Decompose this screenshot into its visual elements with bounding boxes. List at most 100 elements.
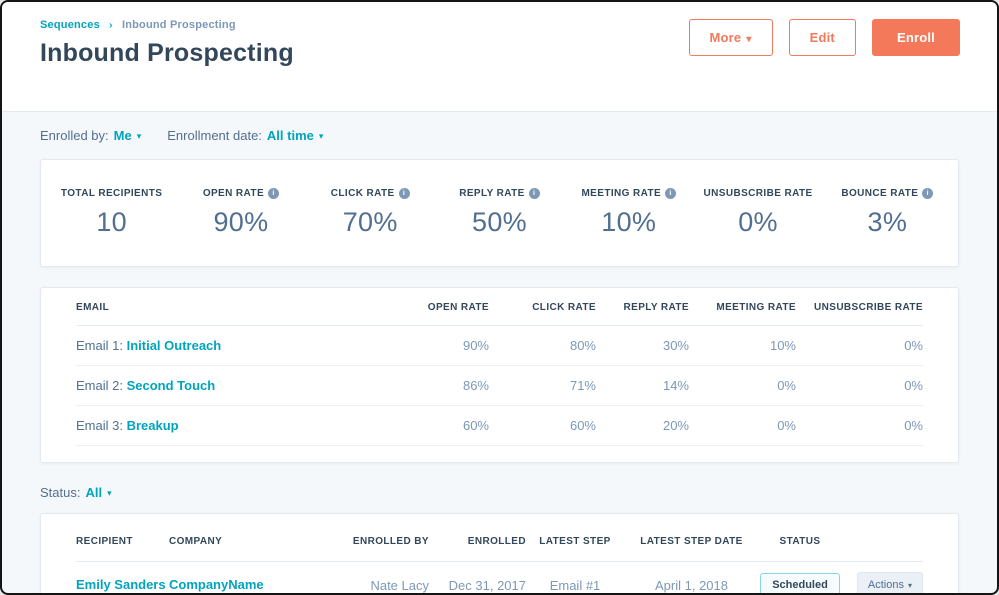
open-rate-cell: 86%: [462, 378, 489, 393]
column-header-meeting-rate: MEETING RATE: [716, 302, 796, 313]
reply-rate-cell: 14%: [662, 378, 689, 393]
email-cell: Email 1: Initial Outreach: [76, 338, 222, 353]
email-table-header-row: EMAIL OPEN RATE CLICK RATE REPLY RATE ME…: [76, 290, 923, 326]
status-filter[interactable]: Status: All ▾: [40, 485, 112, 500]
page-content: Enrolled by: Me ▾ Enrollment date: All t…: [2, 128, 997, 593]
column-header-open-rate: OPEN RATE: [427, 302, 489, 313]
recipient-cell: Emily Sanders: [76, 576, 169, 593]
chevron-down-icon: ▾: [136, 130, 142, 141]
breadcrumb-separator-icon: ›: [109, 20, 113, 31]
stat-label: CLICK RATE i: [306, 188, 435, 199]
table-row-recipient: Emily Sanders CompanyName Nate Lacy Dec …: [76, 562, 923, 593]
column-header-email: EMAIL: [76, 302, 110, 313]
stat-value: 10%: [601, 207, 657, 237]
enrolled-by-label: Enrolled by:: [40, 128, 109, 143]
info-icon[interactable]: i: [268, 188, 280, 199]
reply-rate-cell: 20%: [662, 418, 689, 433]
column-header-enrolled-by: ENROLLED BY: [352, 536, 429, 547]
enrolled-by-filter[interactable]: Enrolled by: Me ▾: [40, 128, 141, 143]
column-header-status: STATUS: [779, 536, 821, 547]
stat-click-rate: CLICK RATE i 70%: [306, 188, 435, 238]
latest-step-cell: Email #1: [549, 577, 601, 593]
email-link[interactable]: Second Touch: [126, 378, 216, 393]
enrollment-filters: Enrolled by: Me ▾ Enrollment date: All t…: [40, 128, 959, 143]
recipient-link[interactable]: Emily Sanders: [76, 577, 166, 592]
status-filter-row: Status: All ▾: [40, 485, 959, 500]
stat-reply-rate: REPLY RATE i 50%: [435, 188, 564, 238]
meeting-rate-cell: 0%: [777, 418, 796, 433]
page-title: Inbound Prospecting: [40, 39, 294, 67]
stat-label: TOTAL RECIPIENTS: [60, 188, 163, 199]
enrolled-by-value[interactable]: Me: [113, 128, 132, 143]
email-link[interactable]: Breakup: [126, 418, 179, 433]
meeting-rate-cell: 0%: [777, 378, 796, 393]
stat-value: 70%: [342, 207, 398, 237]
enrollment-date-filter[interactable]: Enrollment date: All time ▾: [167, 128, 323, 143]
column-header-click-rate: CLICK RATE: [532, 302, 596, 313]
stat-open-rate: OPEN RATE i 90%: [176, 188, 305, 238]
info-icon[interactable]: i: [922, 188, 934, 199]
enrolled-by-cell: Nate Lacy: [370, 577, 429, 593]
enrolled-date-cell: Dec 31, 2017: [448, 577, 526, 593]
table-row-email-2: Email 2: Second Touch 86% 71% 14% 0% 0%: [76, 366, 923, 406]
stat-label: MEETING RATE i: [564, 188, 693, 199]
more-button-label: More: [709, 30, 742, 45]
email-cell: Email 2: Second Touch: [76, 378, 216, 393]
more-button[interactable]: More ▾: [688, 19, 773, 56]
chevron-down-icon: ▾: [107, 487, 112, 498]
stat-label: OPEN RATE i: [176, 188, 305, 199]
open-rate-cell: 60%: [462, 418, 489, 433]
column-header-latest-step-date: LATEST STEP DATE: [640, 536, 743, 547]
header-actions: More ▾ Edit Enroll: [688, 19, 960, 56]
stat-meeting-rate: MEETING RATE i 10%: [564, 188, 693, 238]
unsubscribe-rate-cell: 0%: [904, 338, 923, 353]
stats-summary-card: TOTAL RECIPIENTS 10 OPEN RATE i 90% CLICK…: [40, 159, 959, 267]
stat-value: 50%: [472, 207, 527, 237]
column-header-recipient: RECIPIENT: [76, 536, 133, 547]
actions-button-label: Actions: [867, 579, 904, 591]
open-rate-cell: 90%: [462, 338, 489, 353]
column-header-reply-rate: REPLY RATE: [623, 302, 689, 313]
breadcrumb-current: Inbound Prospecting: [121, 19, 236, 31]
status-label: Status:: [40, 485, 81, 500]
status-cell: Scheduled: [759, 573, 841, 593]
enrollment-date-value[interactable]: All time: [266, 128, 314, 143]
status-value[interactable]: All: [85, 485, 103, 500]
stat-value: 0%: [738, 207, 778, 237]
info-icon[interactable]: i: [665, 188, 677, 199]
chevron-down-icon: ▾: [318, 130, 324, 141]
enrollment-date-label: Enrollment date:: [167, 128, 262, 143]
breadcrumb: Sequences › Inbound Prospecting: [40, 19, 960, 31]
column-header-latest-step: LATEST STEP: [539, 536, 611, 547]
chevron-down-icon: ▾: [907, 581, 912, 590]
status-badge: Scheduled: [760, 573, 840, 593]
enroll-button[interactable]: Enroll: [871, 19, 960, 56]
email-cell: Email 3: Breakup: [76, 418, 179, 433]
column-header-enrolled: ENROLLED: [467, 536, 526, 547]
edit-button[interactable]: Edit: [788, 19, 856, 56]
table-row-email-3: Email 3: Breakup 60% 60% 20% 0% 0%: [76, 406, 923, 446]
latest-step-date-cell: April 1, 2018: [655, 577, 728, 593]
info-icon[interactable]: i: [528, 188, 540, 199]
stat-label: BOUNCE RATE i: [823, 188, 952, 199]
company-cell: CompanyName: [169, 576, 321, 593]
company-link[interactable]: CompanyName: [169, 577, 264, 592]
actions-button[interactable]: Actions ▾: [856, 572, 923, 593]
email-performance-table: EMAIL OPEN RATE CLICK RATE REPLY RATE ME…: [40, 287, 959, 463]
stat-value: 3%: [867, 207, 908, 237]
column-header-company: COMPANY: [169, 536, 223, 547]
stat-bounce-rate: BOUNCE RATE i 3%: [823, 188, 952, 238]
actions-cell: Actions ▾: [841, 572, 923, 593]
email-link[interactable]: Initial Outreach: [126, 338, 222, 353]
breadcrumb-sequences-link[interactable]: Sequences: [40, 19, 100, 31]
column-header-unsubscribe-rate: UNSUBSCRIBE RATE: [814, 302, 923, 313]
click-rate-cell: 71%: [569, 378, 596, 393]
info-icon[interactable]: i: [398, 188, 410, 199]
stat-value: 10: [96, 207, 127, 237]
stat-unsubscribe-rate: UNSUBSCRIBE RATE 0%: [693, 188, 822, 238]
stat-label: UNSUBSCRIBE RATE: [703, 188, 813, 199]
reply-rate-cell: 30%: [662, 338, 689, 353]
page-header: Sequences › Inbound Prospecting Inbound …: [2, 2, 997, 112]
click-rate-cell: 60%: [569, 418, 596, 433]
